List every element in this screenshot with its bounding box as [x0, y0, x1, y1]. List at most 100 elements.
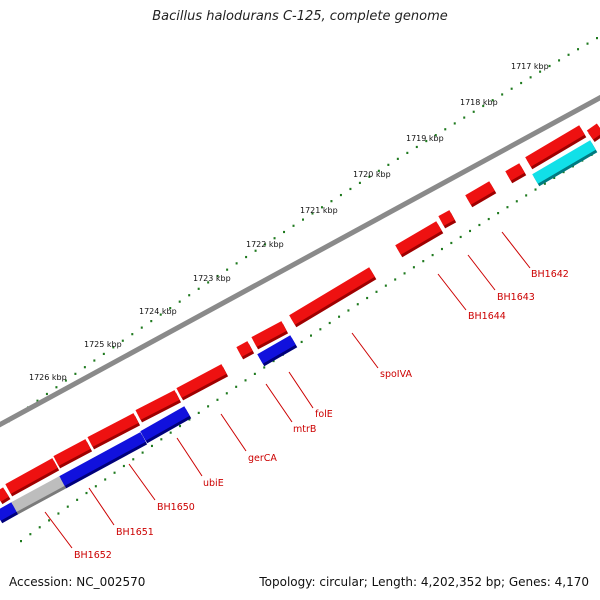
- gene-body: [135, 390, 180, 420]
- inner-tick: [188, 418, 191, 421]
- outer-tick: [406, 151, 409, 155]
- leader-line: [44, 511, 73, 549]
- outer-tick: [387, 163, 390, 166]
- outer-tick: [558, 59, 561, 62]
- outer-tick-marks: [8, 37, 598, 423]
- inner-tick: [169, 431, 172, 434]
- outer-tick: [188, 294, 191, 297]
- inner-tick: [310, 334, 312, 337]
- inner-tick: [48, 519, 51, 522]
- gene-body: [53, 439, 91, 466]
- inner-tick: [328, 321, 331, 325]
- page-title: Bacillus halodurans C-125, complete geno…: [152, 9, 448, 24]
- leader-line: [501, 231, 531, 269]
- inner-tick: [375, 290, 378, 293]
- inner-tick: [338, 315, 341, 318]
- inner-tick: [253, 372, 256, 375]
- inner-tick: [366, 296, 369, 300]
- outer-tick: [178, 300, 181, 303]
- gene-body: [465, 181, 495, 205]
- outer-tick: [254, 249, 257, 252]
- gene-body: [59, 432, 146, 486]
- outer-tick: [283, 230, 286, 234]
- forward-gene: [438, 210, 457, 229]
- outer-tick: [520, 81, 523, 85]
- gene-label: BH1650: [157, 502, 195, 513]
- outer-tick: [368, 175, 371, 178]
- outer-tick: [330, 200, 333, 203]
- inner-tick: [553, 176, 556, 179]
- outer-tick: [140, 326, 143, 329]
- inner-tick: [459, 235, 462, 239]
- gene-labels: BH1642 BH1643 BH1644 spoIVA folE mtrB gerCA ubi…: [74, 269, 569, 561]
- gene-body: [0, 502, 17, 521]
- inner-tick: [534, 188, 537, 191]
- forward-gene: [505, 163, 527, 184]
- kbp-label: 1719 kbp: [406, 134, 444, 143]
- inner-tick: [207, 405, 210, 408]
- inner-tick: [20, 540, 22, 543]
- forward-gene: [586, 123, 600, 143]
- forward-gene: [53, 439, 93, 469]
- inner-tick: [431, 253, 434, 257]
- outer-tick: [463, 116, 466, 119]
- gene-body: [289, 267, 375, 325]
- forward-gene: [251, 321, 289, 350]
- outer-tick: [64, 379, 67, 382]
- inner-tick: [356, 303, 359, 306]
- outer-tick: [159, 313, 162, 316]
- outer-tick: [586, 42, 589, 45]
- outer-tick: [358, 181, 361, 185]
- inner-tick: [150, 444, 153, 448]
- reverse-gene: [140, 406, 192, 444]
- inner-tick: [440, 247, 443, 251]
- reverse-gene: [532, 140, 598, 187]
- outer-tick: [548, 64, 551, 68]
- inner-tick: [66, 505, 69, 508]
- reverse-gene: [0, 502, 19, 524]
- outer-tick: [207, 281, 210, 284]
- outer-tick: [169, 307, 172, 310]
- forward-gene: [395, 221, 444, 258]
- outer-tick: [529, 76, 532, 79]
- forward-gene: [289, 267, 377, 328]
- inner-tick: [235, 385, 238, 388]
- gene-label: BH1644: [468, 311, 506, 322]
- gene-label-leaders: [44, 231, 531, 549]
- outer-tick: [567, 53, 570, 56]
- inner-tick: [160, 438, 163, 441]
- inner-tick: [244, 379, 247, 382]
- leader-line: [176, 437, 203, 477]
- gene-label: BH1652: [74, 550, 112, 561]
- inner-tick: [478, 223, 481, 227]
- kbp-label: 1718 kbp: [460, 98, 498, 107]
- inner-tick: [469, 229, 472, 233]
- outer-tick: [273, 237, 276, 240]
- inner-tick: [403, 272, 406, 275]
- outer-tick: [349, 187, 352, 191]
- outer-tick: [226, 268, 229, 271]
- outer-tick: [112, 346, 115, 349]
- gene-body: [87, 413, 139, 447]
- kbp-label: 1725 kbp: [84, 340, 122, 349]
- inner-tick: [497, 212, 500, 215]
- leader-line: [88, 487, 115, 526]
- inner-tick: [450, 241, 453, 245]
- leader-line: [128, 463, 156, 501]
- kbp-label: 1722 kbp: [246, 240, 284, 249]
- outer-tick: [121, 339, 124, 342]
- kbp-label: 1726 kbp: [29, 373, 67, 382]
- gene-label: BH1651: [116, 527, 154, 538]
- gene-body: [395, 221, 442, 255]
- outer-tick: [339, 193, 342, 197]
- outer-tick: [501, 93, 504, 96]
- inner-tick: [113, 471, 116, 474]
- leader-line: [467, 254, 496, 291]
- outer-tick: [577, 48, 580, 51]
- kbp-label: 1724 kbp: [139, 307, 177, 316]
- outer-tick: [491, 99, 494, 102]
- gene-label: BH1643: [497, 292, 535, 303]
- gene-body: [505, 163, 525, 181]
- gene-body: [176, 364, 227, 398]
- inner-tick: [179, 424, 182, 428]
